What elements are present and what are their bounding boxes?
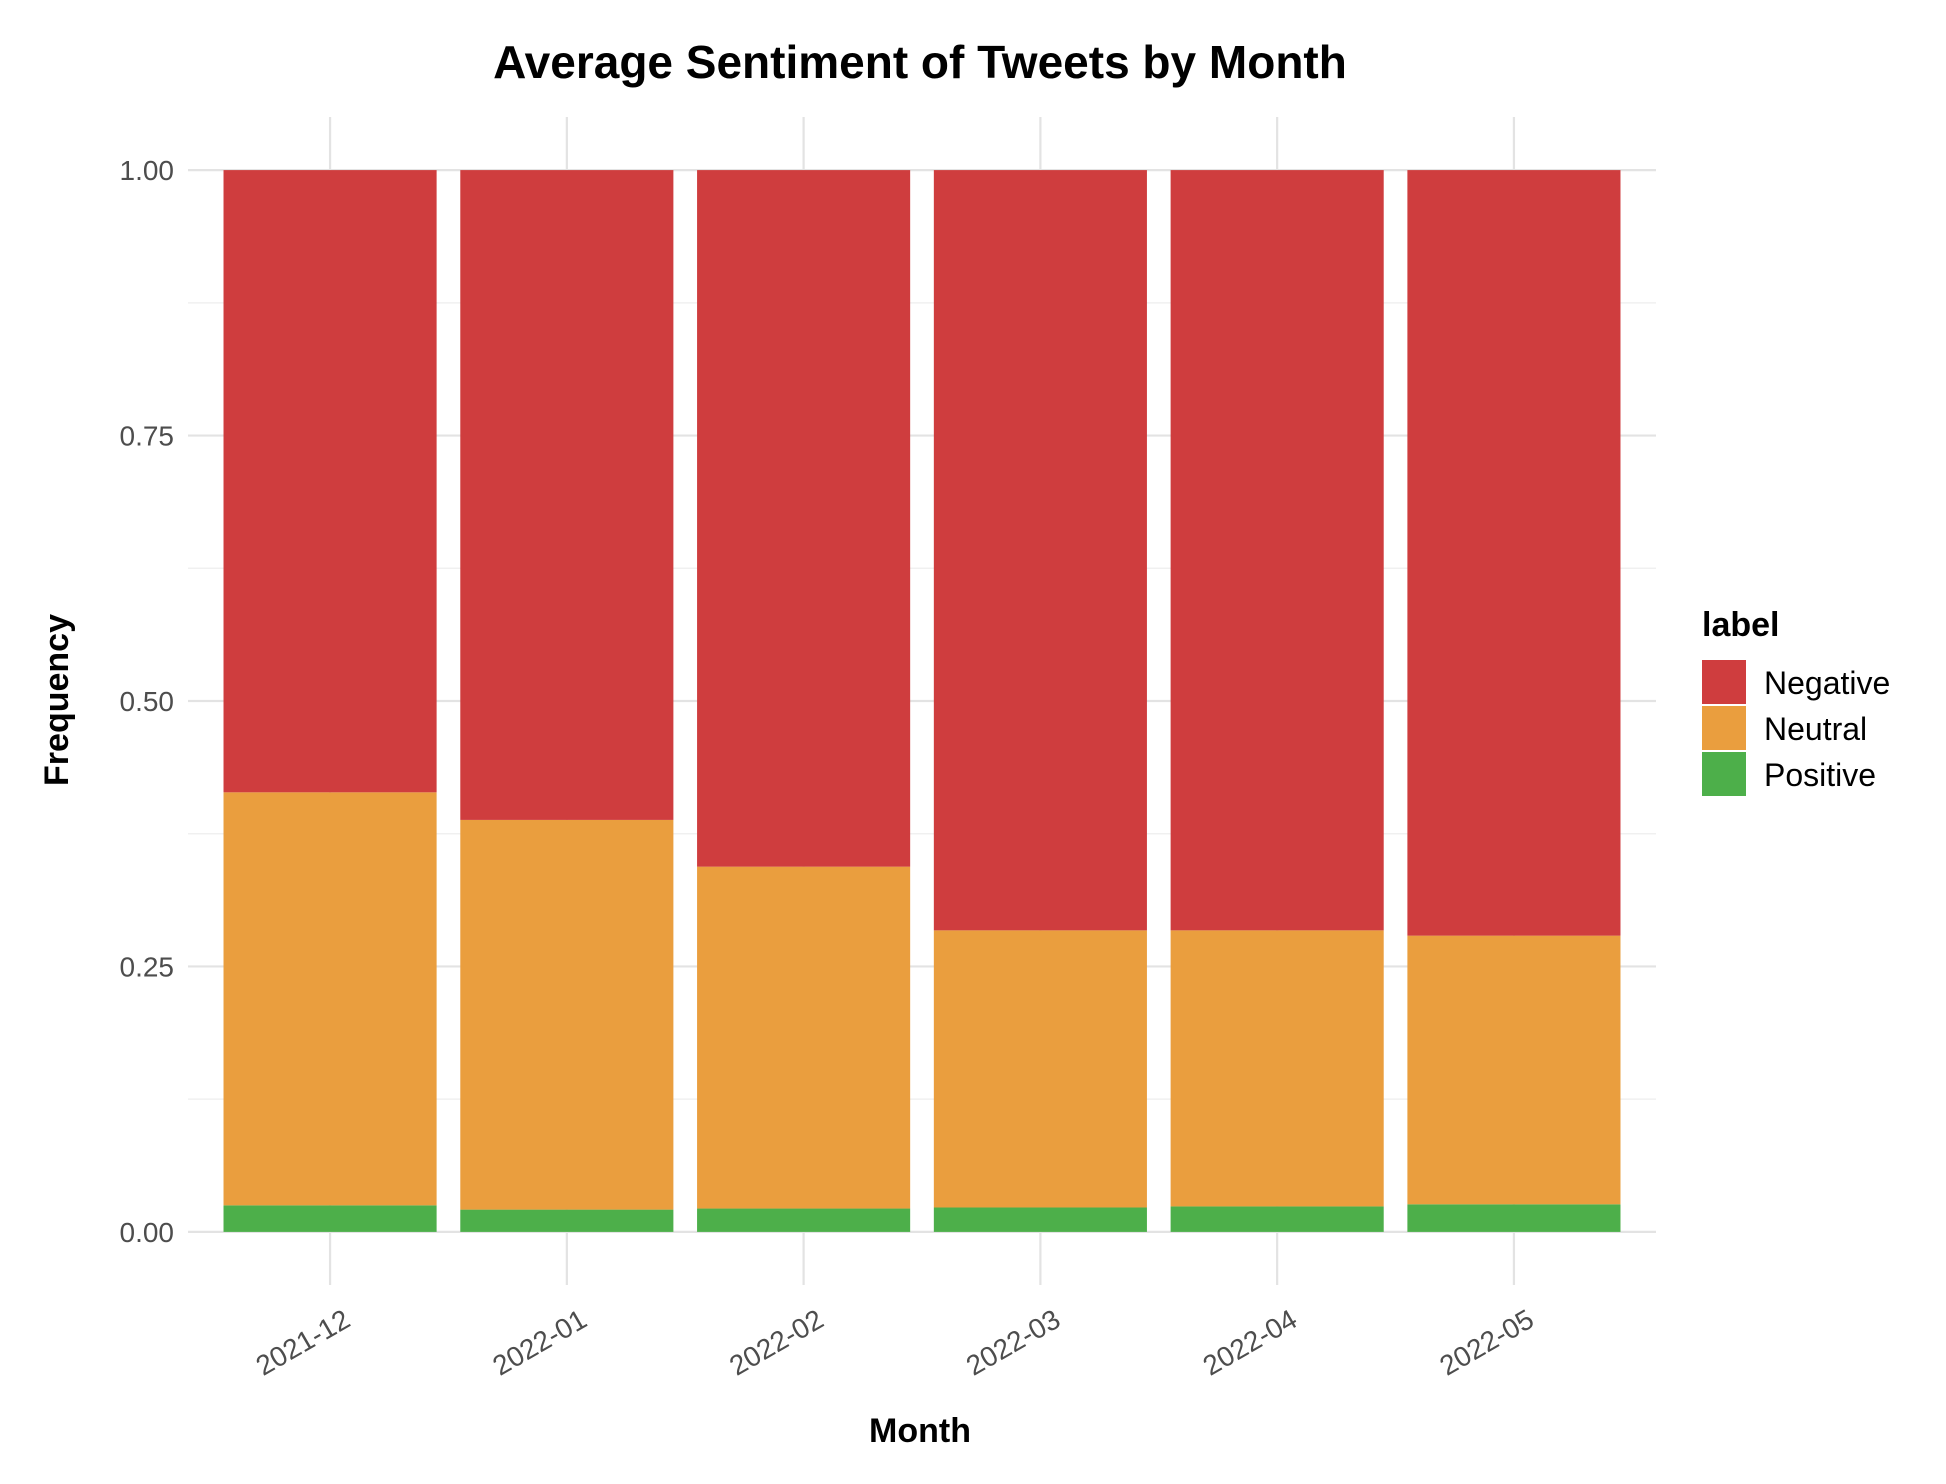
- bar-negative-2022-04: [1170, 170, 1384, 931]
- legend-swatch-positive: [1702, 752, 1746, 796]
- legend: label Negative Neutral Positive: [1702, 606, 1890, 796]
- legend-swatch-negative: [1702, 660, 1746, 704]
- y-tick-label: 0.50: [120, 686, 175, 717]
- x-tick-label: 2021-12: [251, 1303, 355, 1381]
- bar-neutral-2022-03: [933, 930, 1147, 1208]
- bar-positive-2022-01: [460, 1209, 674, 1232]
- chart-title: Average Sentiment of Tweets by Month: [493, 36, 1347, 88]
- bar-positive-2022-05: [1407, 1204, 1621, 1232]
- bar-negative-2022-02: [697, 170, 911, 867]
- y-tick-label: 0.00: [120, 1217, 175, 1248]
- bar-neutral-2022-02: [697, 866, 911, 1209]
- x-axis-title: Month: [869, 1412, 971, 1450]
- y-tick-label: 0.25: [120, 951, 175, 982]
- y-axis-title: Frequency: [38, 614, 76, 786]
- legend-title: label: [1702, 606, 1779, 644]
- bar-positive-2022-04: [1170, 1206, 1384, 1232]
- x-tick-label: 2022-03: [961, 1303, 1065, 1381]
- x-tick-label: 2022-02: [724, 1303, 828, 1381]
- legend-label-neutral: Neutral: [1764, 711, 1867, 747]
- bar-positive-2021-12: [223, 1205, 437, 1232]
- legend-swatch-neutral: [1702, 706, 1746, 750]
- bar-negative-2022-03: [933, 170, 1147, 931]
- bar-negative-2021-12: [223, 170, 437, 793]
- x-tick-label: 2022-05: [1434, 1303, 1538, 1381]
- bar-negative-2022-01: [460, 170, 674, 820]
- bar-neutral-2021-12: [223, 792, 437, 1206]
- bar-negative-2022-05: [1407, 170, 1621, 936]
- bar-neutral-2022-01: [460, 819, 674, 1210]
- bar-neutral-2022-04: [1170, 930, 1384, 1207]
- bars: [223, 170, 1621, 1232]
- x-tick-label: 2022-01: [487, 1303, 591, 1381]
- y-axis-ticks: 0.00 0.25 0.50 0.75 1.00: [120, 155, 175, 1248]
- bar-positive-2022-02: [697, 1208, 911, 1232]
- x-axis-ticks: 2021-12 2022-01 2022-02 2022-03 2022-04 2022-…: [251, 1303, 1539, 1381]
- x-tick-label: 2022-04: [1198, 1303, 1302, 1381]
- legend-label-positive: Positive: [1764, 757, 1876, 793]
- y-tick-label: 1.00: [120, 155, 175, 186]
- bar-neutral-2022-05: [1407, 935, 1621, 1205]
- bar-positive-2022-03: [933, 1207, 1147, 1232]
- legend-label-negative: Negative: [1764, 665, 1890, 701]
- y-tick-label: 0.75: [120, 421, 175, 452]
